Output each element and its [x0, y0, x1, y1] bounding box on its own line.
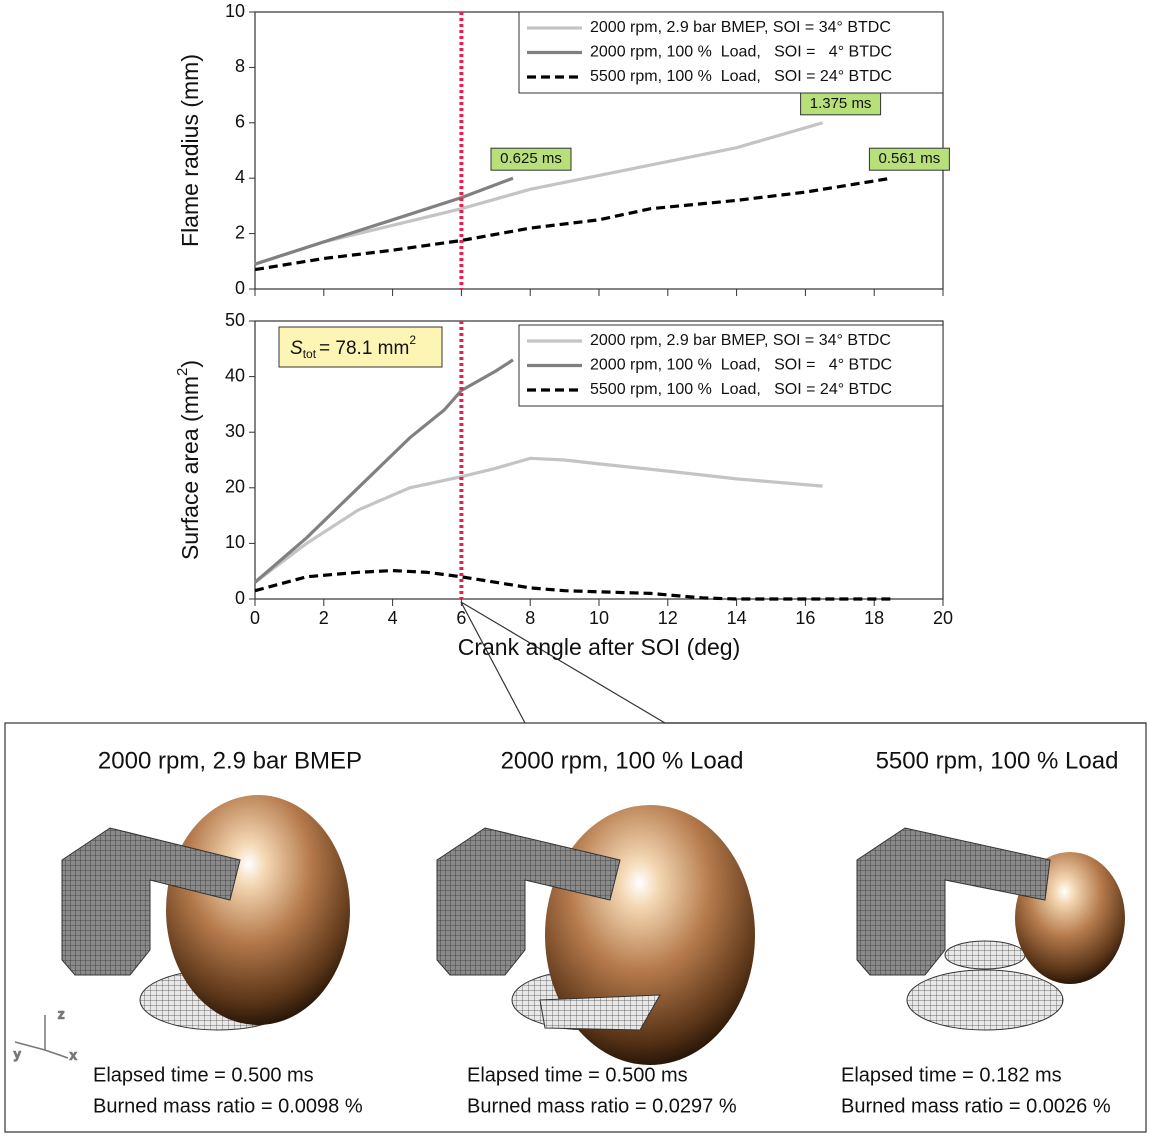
line-series — [254, 568, 892, 601]
legend-box — [518, 324, 944, 407]
y-tick-label: 0 — [235, 588, 245, 608]
elapsed-time: Elapsed time = 0.500 ms — [93, 1064, 314, 1086]
y-tick-label: 4 — [235, 167, 245, 187]
end-label-box — [490, 147, 572, 171]
triad-y: y — [14, 1046, 21, 1061]
y-tick-label: 2 — [235, 222, 245, 242]
burned-mass: Burned mass ratio = 0.0098 % — [93, 1095, 363, 1117]
callout — [460, 601, 1146, 724]
y-tick-label: 50 — [225, 310, 245, 330]
legend-label: 2000 rpm, 2.9 bar BMEP, SOI = 34° BTDC — [590, 332, 891, 349]
axes-triad: z y x — [13, 1006, 78, 1064]
triad-x: x — [70, 1047, 77, 1062]
y-tick-label: 6 — [235, 112, 245, 132]
burned-mass: Burned mass ratio = 0.0297 % — [467, 1095, 737, 1117]
end-label: 0.625 ms — [490, 147, 572, 171]
line-series — [254, 121, 824, 266]
end-label-text: 0.625 ms — [500, 150, 562, 167]
rendering-3 — [856, 827, 1125, 1031]
rendering-2 — [436, 805, 755, 1065]
panel-frame — [4, 722, 1147, 1133]
line-series — [254, 456, 823, 584]
x-tick-label: 14 — [727, 608, 747, 628]
line-series — [254, 176, 892, 272]
text-part: 2 — [409, 333, 416, 347]
text-part: 2 — [174, 368, 191, 376]
y-tick-label: 30 — [225, 421, 245, 441]
line-series — [253, 358, 514, 584]
x-tick-label: 8 — [525, 608, 535, 628]
y-tick-label: 10 — [225, 532, 245, 552]
end-label-box — [868, 147, 950, 171]
panel-title: 2000 rpm, 100 % Load — [501, 747, 744, 774]
text-part: tot — [303, 347, 317, 361]
x-tick-label: 2 — [319, 608, 329, 628]
end-label-text: 1.375 ms — [810, 95, 872, 112]
y-tick-label: 0 — [235, 278, 245, 298]
annotation: Stot = 78.1 mm2 — [290, 333, 416, 361]
x-tick-label: 18 — [864, 608, 884, 628]
triad-z: z — [58, 1006, 65, 1021]
end-label: 0.561 ms — [868, 147, 950, 171]
panel-title: 5500 rpm, 100 % Load — [876, 747, 1119, 774]
text-part: ) — [177, 360, 203, 368]
legend-label: 2000 rpm, 2.9 bar BMEP, SOI = 34° BTDC — [590, 19, 891, 36]
x-tick-label: 12 — [658, 608, 678, 628]
rendering-1 — [61, 795, 350, 1031]
legend-label: 5500 rpm, 100 % Load, SOI = 24° BTDC — [590, 68, 892, 85]
text-part: = 78.1 mm — [319, 338, 409, 359]
legend-box — [518, 11, 944, 94]
panel-title: 2000 rpm, 2.9 bar BMEP — [98, 747, 362, 774]
x-axis-label: Crank angle after SOI (deg) — [458, 634, 741, 660]
y-axis-label: Flame radius (mm) — [177, 54, 203, 247]
annotation-box — [278, 326, 443, 368]
legend-label: 2000 rpm, 100 % Load, SOI = 4° BTDC — [590, 44, 892, 61]
end-label: 1.375 ms — [800, 92, 882, 116]
legend-label: 2000 rpm, 100 % Load, SOI = 4° BTDC — [590, 357, 892, 374]
text-part: Surface area (mm — [177, 376, 203, 560]
y-axis-label: Surface area (mm2) — [174, 360, 203, 560]
y-tick-label: 40 — [225, 365, 245, 385]
y-tick-label: 8 — [235, 56, 245, 76]
y-tick-label: 10 — [225, 1, 245, 21]
x-tick-label: 6 — [456, 608, 466, 628]
text-part: S — [290, 338, 303, 359]
y-tick-label: 20 — [225, 477, 245, 497]
x-tick-label: 0 — [250, 608, 260, 628]
line-series — [254, 176, 514, 266]
x-tick-label: 16 — [795, 608, 815, 628]
x-tick-label: 10 — [589, 608, 609, 628]
legend-label: 5500 rpm, 100 % Load, SOI = 24° BTDC — [590, 381, 892, 398]
x-tick-label: 20 — [933, 608, 953, 628]
elapsed-time: Elapsed time = 0.500 ms — [467, 1064, 688, 1086]
burned-mass: Burned mass ratio = 0.0026 % — [841, 1095, 1111, 1117]
elapsed-time: Elapsed time = 0.182 ms — [841, 1064, 1062, 1086]
x-tick-label: 4 — [388, 608, 398, 628]
end-label-text: 0.561 ms — [879, 150, 941, 167]
